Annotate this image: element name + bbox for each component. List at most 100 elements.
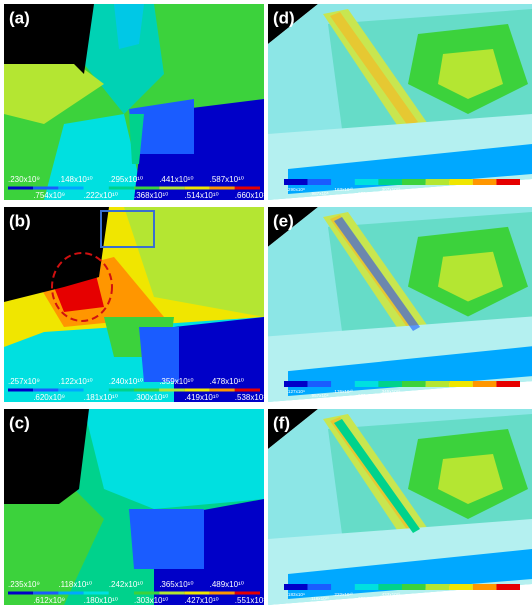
colorbar-label: .769x10¹⁰ [498, 393, 518, 398]
colorbar-swatch [378, 179, 402, 185]
colorbar-swatch [426, 381, 450, 387]
panel: (d).290x10⁸.987x10⁸.163x10¹⁰.235x10¹⁰.30… [268, 4, 532, 200]
panel: (f).183x10⁹.116x10¹⁰.222x10¹⁰.328x10¹⁰.4… [268, 409, 532, 605]
colorbar-swatch [284, 584, 308, 590]
colorbar-label: .563x10¹⁰ [475, 187, 495, 192]
colorbar-swatch [159, 389, 184, 392]
colorbar-label: .180x10¹⁰ [84, 596, 118, 605]
colorbar-label: .365x10¹⁰ [159, 580, 193, 589]
panel-label: (b) [9, 211, 31, 230]
colorbar-swatch [284, 179, 308, 185]
colorbar-swatch [84, 187, 109, 190]
colorbar-label: .489x10¹⁰ [210, 580, 244, 589]
colorbar-label: .242x10¹⁰ [109, 580, 143, 589]
colorbar-swatch [473, 584, 497, 590]
colorbar-label: .176x10¹⁰ [333, 389, 353, 394]
panel: (e).127x10⁹.957x10⁹.176x10¹⁰.262x10¹⁰.34… [268, 207, 532, 402]
colorbar-label: .295x10¹⁰ [109, 175, 143, 184]
colorbar-label: .222x10¹⁰ [84, 191, 118, 200]
panel: (b).257x10⁹.620x10⁹.122x10¹⁰.181x10¹⁰.24… [4, 207, 269, 402]
colorbar-label: .587x10¹⁰ [210, 175, 244, 184]
colorbar-swatch [378, 381, 402, 387]
colorbar-label: .235x10¹⁰ [357, 191, 377, 196]
colorbar-label: .630x10¹⁰ [498, 191, 518, 196]
colorbar-label: .122x10¹⁰ [58, 377, 92, 386]
colorbar-swatch [308, 584, 332, 590]
colorbar-swatch [58, 187, 83, 190]
colorbar-label: .127x10⁹ [287, 389, 305, 394]
colorbar-label: .514x10¹⁰ [184, 191, 218, 200]
colorbar-swatch [473, 179, 497, 185]
colorbar-swatch [355, 179, 379, 185]
colorbar-label: .510x10¹⁰ [428, 389, 448, 394]
colorbar-label: .962x10¹⁰ [498, 596, 518, 601]
colorbar-label: .620x10⁹ [33, 393, 65, 402]
colorbar-label: .427x10¹⁰ [184, 596, 218, 605]
colorbar-label: .118x10¹⁰ [58, 580, 92, 589]
colorbar-swatch [184, 389, 209, 392]
colorbar-label: .222x10¹⁰ [333, 592, 353, 597]
colorbar-swatch [402, 179, 426, 185]
colorbar-label: .645x10¹⁰ [428, 592, 448, 597]
colorbar-label: .290x10⁸ [287, 187, 305, 192]
colorbar-swatch [134, 187, 159, 190]
colorbar-swatch [58, 389, 83, 392]
colorbar-swatch [184, 592, 209, 595]
colorbar-swatch [58, 592, 83, 595]
colorbar-swatch [33, 592, 58, 595]
panel: (c).235x10⁹.612x10⁹.118x10¹⁰.180x10¹⁰.24… [4, 409, 269, 605]
colorbar-swatch [235, 592, 260, 595]
colorbar-swatch [402, 584, 426, 590]
colorbar-label: .300x10¹⁰ [134, 393, 168, 402]
colorbar-label: .235x10⁹ [8, 580, 40, 589]
colorbar-swatch [496, 584, 520, 590]
colorbar-label: .148x10¹⁰ [58, 175, 92, 184]
colorbar-label: .478x10¹⁰ [210, 377, 244, 386]
colorbar-label: .328x10¹⁰ [357, 596, 377, 601]
colorbar-label: .426x10¹⁰ [428, 187, 448, 192]
colorbar-swatch [426, 179, 450, 185]
panel-label: (e) [273, 211, 294, 230]
colorbar-swatch [210, 187, 235, 190]
colorbar-label: .551x10¹⁰ [235, 596, 269, 605]
colorbar-swatch [8, 592, 33, 595]
colorbar-label: .497x10¹⁰ [451, 191, 471, 196]
panel-label: (d) [273, 8, 295, 27]
colorbar-swatch [33, 389, 58, 392]
colorbar-swatch [496, 381, 520, 387]
colorbar-label: .676x10¹⁰ [475, 389, 495, 394]
panel-label: (f) [273, 413, 290, 432]
colorbar-swatch [184, 187, 209, 190]
colorbar-swatch [159, 187, 184, 190]
colorbar-label: .593x10¹⁰ [451, 393, 471, 398]
colorbar-label: .660x10¹⁰ [235, 191, 269, 200]
panel-label: (c) [9, 413, 30, 432]
colorbar-label: .383x10¹⁰ [404, 191, 424, 196]
colorbar-swatch [355, 584, 379, 590]
colorbar-label: .441x10¹⁰ [159, 175, 193, 184]
colorbar-label: .230x10⁹ [8, 175, 40, 184]
colorbar-label: .183x10⁹ [287, 592, 305, 597]
colorbar-swatch [8, 389, 33, 392]
colorbar-swatch [331, 179, 355, 185]
colorbar-swatch [134, 389, 159, 392]
colorbar-swatch [402, 381, 426, 387]
colorbar-label: .754x10⁹ [33, 191, 65, 200]
colorbar-label: .957x10⁹ [310, 393, 328, 398]
colorbar-label: .240x10¹⁰ [109, 377, 143, 386]
colorbar-swatch [109, 389, 134, 392]
colorbar-label: .419x10¹⁰ [184, 393, 218, 402]
colorbar-swatch [473, 381, 497, 387]
colorbar-label: .163x10¹⁰ [333, 187, 353, 192]
figure: (a) .230x10⁹ .754x10⁹ .148x10¹⁰ .222x10¹⁰ .29… [0, 0, 532, 605]
colorbar-label: .262x10¹⁰ [357, 393, 377, 398]
colorbar-swatch [308, 381, 332, 387]
colorbar-swatch [235, 187, 260, 190]
colorbar-swatch [426, 584, 450, 590]
colorbar-swatch [496, 179, 520, 185]
colorbar-label: .307x10¹⁰ [380, 187, 400, 192]
colorbar-label: .181x10¹⁰ [84, 393, 118, 402]
panel-label: (a) [9, 8, 30, 27]
colorbar-swatch [235, 389, 260, 392]
colorbar-swatch [355, 381, 379, 387]
